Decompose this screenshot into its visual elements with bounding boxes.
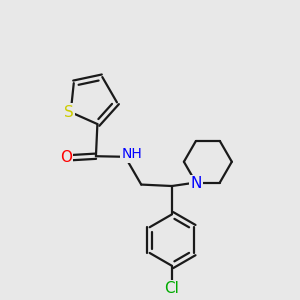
Text: S: S	[64, 105, 74, 120]
Text: O: O	[60, 150, 72, 165]
Text: Cl: Cl	[164, 281, 179, 296]
Text: N: N	[190, 176, 202, 191]
Text: NH: NH	[121, 148, 142, 161]
